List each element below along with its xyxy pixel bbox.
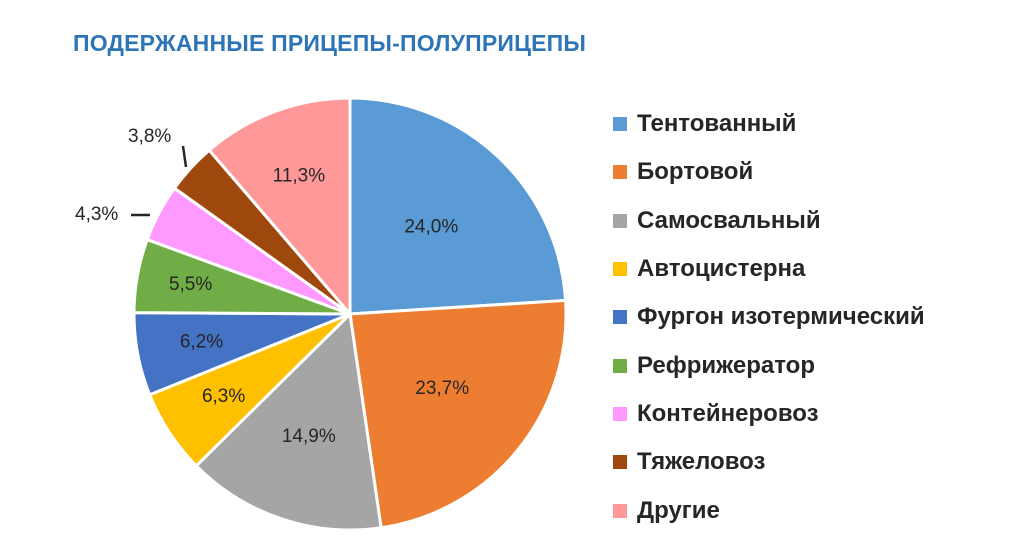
slice-label-3: 14,9% (282, 426, 336, 447)
legend-item: Бортовой (613, 148, 925, 196)
legend-item: Тяжеловоз (613, 438, 925, 486)
legend-swatch (613, 262, 627, 277)
legend-swatch (613, 310, 627, 325)
legend-item: Контейнеровоз (613, 390, 925, 438)
leader-line-8 (181, 145, 188, 168)
slice-label-6: 5,5% (169, 274, 212, 295)
slice-label-9: 11,3% (273, 165, 326, 186)
slice-label-2: 23,7% (415, 378, 469, 399)
legend-item: Автоцистерна (613, 245, 925, 293)
legend-label: Рефрижератор (637, 351, 815, 379)
legend-swatch (613, 406, 627, 421)
slice-label-4: 6,3% (202, 386, 245, 407)
slice-label-1: 24,0% (404, 216, 458, 237)
legend-swatch (613, 213, 627, 228)
legend-label: Бортовой (637, 158, 754, 186)
legend-swatch (613, 358, 627, 373)
legend-swatch (613, 455, 627, 470)
legend-label: Тентованный (637, 110, 797, 138)
slice-label-5: 6,2% (180, 331, 223, 352)
legend-swatch (613, 165, 627, 180)
legend-label: Автоцистерна (637, 255, 806, 283)
legend-item: Фургон изотермический (613, 293, 925, 341)
chart-title: ПОДЕРЖАННЫЕ ПРИЦЕПЫ-ПОЛУПРИЦЕПЫ (73, 30, 587, 56)
legend-label: Самосвальный (637, 206, 821, 234)
legend-label: Другие (637, 496, 720, 524)
pie-slice-2 (348, 298, 568, 530)
legend-swatch (613, 117, 627, 132)
legend-item: Рефрижератор (613, 341, 925, 389)
pie-slice-1 (348, 96, 568, 316)
legend-item: Тентованный (613, 100, 925, 148)
legend-label: Фургон изотермический (637, 303, 925, 331)
legend-item: Самосвальный (613, 197, 925, 245)
slice-label-7: 4,3% (75, 204, 118, 225)
legend-swatch (613, 503, 627, 518)
legend-item: Другие (613, 486, 925, 534)
chart-legend: Тентованный Бортовой Самосвальный Автоцисте… (613, 100, 925, 535)
slice-label-8: 3,8% (128, 126, 171, 147)
legend-label: Контейнеровоз (637, 399, 819, 427)
legend-label: Тяжеловоз (637, 448, 766, 476)
pie-slice-3 (194, 310, 383, 532)
pie-slice-9 (207, 96, 352, 319)
